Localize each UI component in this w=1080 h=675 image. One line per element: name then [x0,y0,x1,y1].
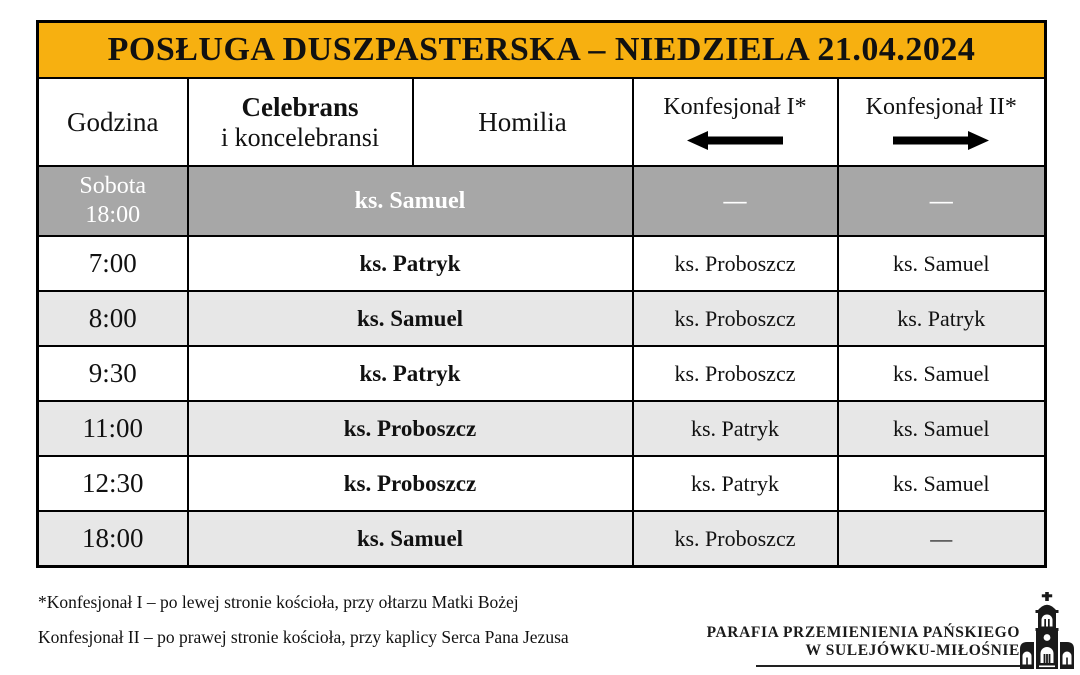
footnote-konfesjonal-2: Konfesjonał II – po prawej stronie kości… [38,627,569,647]
confessional2-cell: ks. Samuel [836,400,1047,457]
time-cell: 12:30 [36,455,189,512]
col-header-konfesjonal-2: Konfesjonał II* [836,77,1047,167]
confessional1-cell: — [631,165,839,237]
col-header-konfesjonal-2-label: Konfesjonał II* [865,94,1017,121]
confessional1-cell: ks. Proboszcz [631,510,839,568]
time-cell: 8:00 [36,290,189,347]
column-header-row: Godzina Celebrans i koncelebransi Homili… [36,77,1047,167]
time-cell: 11:00 [36,400,189,457]
col-header-konfesjonal-1-label: Konfesjonał I* [663,94,807,121]
footnotes: *Konfesjonał I – po lewej stronie kościo… [38,592,569,662]
schedule-table: POSŁUGA DUSZPASTERSKA – NIEDZIELA 21.04.… [36,20,1048,568]
time-cell: 9:30 [36,345,189,402]
parish-name-line1: PARAFIA PRZEMIENIENIA PAŃSKIEGO [706,624,1020,641]
time-cell: 7:00 [36,235,189,292]
parish-logo: PARAFIA PRZEMIENIENIA PAŃSKIEGO W SULEJÓ… [694,588,1074,672]
celebrant-cell: ks. Patryk [186,345,634,402]
col-header-celebrans-line1: Celebrans [241,91,359,122]
right-arrow-icon [893,130,990,150]
confessional2-cell: ks. Samuel [836,455,1047,512]
footnote-konfesjonal-1: *Konfesjonał I – po lewej stronie kościo… [38,592,519,612]
schedule-rows: Sobota 18:00 ks. Samuel — — 7:00 ks. Pat… [36,165,1047,568]
celebrant-cell: ks. Samuel [186,165,634,237]
celebrant-cell: ks. Proboszcz [186,400,634,457]
confessional2-cell: ks. Samuel [836,235,1047,292]
confessional1-cell: ks. Patryk [631,400,839,457]
page-title: POSŁUGA DUSZPASTERSKA – NIEDZIELA 21.04.… [36,20,1047,79]
confessional2-cell: ks. Samuel [836,345,1047,402]
col-header-celebrans: Celebrans i koncelebransi [186,77,414,167]
celebrant-cell: ks. Proboszcz [186,455,634,512]
confessional1-cell: ks. Proboszcz [631,345,839,402]
time-cell: Sobota 18:00 [36,165,189,237]
celebrant-cell: ks. Samuel [186,290,634,347]
table-row: 8:00 ks. Samuel ks. Proboszcz ks. Patryk [36,290,1047,347]
table-row: 12:30 ks. Proboszcz ks. Patryk ks. Samue… [36,455,1047,512]
table-row: 7:00 ks. Patryk ks. Proboszcz ks. Samuel [36,235,1047,292]
logo-divider [756,665,1020,668]
confessional2-cell: ks. Patryk [836,290,1047,347]
celebrant-cell: ks. Patryk [186,235,634,292]
col-header-godzina: Godzina [36,77,189,167]
left-arrow-icon [687,130,783,150]
confessional1-cell: ks. Patryk [631,455,839,512]
table-row: 18:00 ks. Samuel ks. Proboszcz — [36,510,1047,568]
confessional2-cell: — [836,510,1047,568]
table-row: 11:00 ks. Proboszcz ks. Patryk ks. Samue… [36,400,1047,457]
celebrant-cell: ks. Samuel [186,510,634,568]
time-cell: 18:00 [36,510,189,568]
table-row: Sobota 18:00 ks. Samuel — — [36,165,1047,237]
confessional2-cell: — [836,165,1047,237]
col-header-homilia: Homilia [411,77,634,167]
parish-name-line2: W SULEJÓWKU-MIŁOŚNIE [805,642,1020,660]
table-row: 9:30 ks. Patryk ks. Proboszcz ks. Samuel [36,345,1047,402]
confessional1-cell: ks. Proboszcz [631,235,839,292]
parish-name: PARAFIA PRZEMIENIENIA PAŃSKIEGO W SULEJÓ… [706,624,1020,668]
col-header-konfesjonal-1: Konfesjonał I* [631,77,839,167]
col-header-celebrans-line2: i koncelebransi [220,122,380,152]
title-row: POSŁUGA DUSZPASTERSKA – NIEDZIELA 21.04.… [36,20,1047,79]
confessional1-cell: ks. Proboszcz [631,290,839,347]
church-icon [1020,592,1074,669]
